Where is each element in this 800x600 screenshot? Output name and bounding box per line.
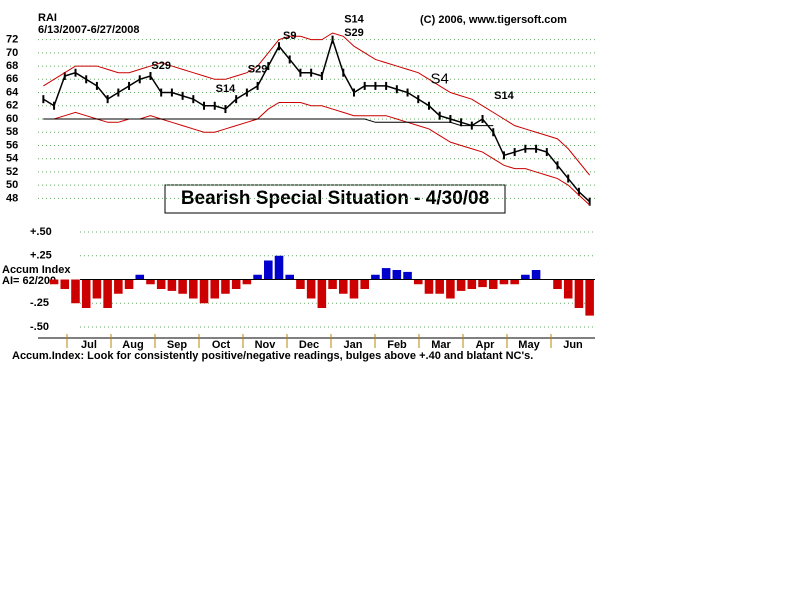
accum-bar (167, 279, 177, 291)
accum-bar (114, 279, 123, 294)
y-tick-label: 56 (6, 139, 18, 151)
accum-bar (563, 279, 573, 299)
accum-bar (553, 279, 562, 289)
accum-bar (135, 274, 145, 280)
y-tick-label: 64 (6, 86, 19, 98)
y2-tick-label: -.25 (30, 297, 49, 309)
accum-bar (531, 270, 541, 280)
accum-bar (71, 279, 80, 304)
accum-bar (446, 279, 455, 299)
price-line (42, 37, 591, 203)
accum-bar (488, 279, 498, 289)
signal-label: S29 (248, 63, 268, 75)
month-label: Aug (122, 339, 143, 351)
accum-bar (456, 279, 466, 291)
accum-bar (274, 255, 284, 280)
accum-bar (146, 279, 155, 285)
signal-label: S14 (344, 14, 364, 26)
signal-label: S9 (283, 30, 296, 42)
month-label: Jul (81, 339, 97, 351)
accum-bar (221, 279, 230, 294)
date-range: 6/13/2007-6/27/2008 (38, 24, 140, 36)
accum-bar (521, 274, 530, 280)
accum-bar (242, 279, 252, 285)
month-label: Jun (563, 339, 583, 351)
accum-bar (338, 279, 348, 294)
y2-tick-label: +.25 (30, 250, 52, 262)
signal-label: S4 (431, 70, 449, 87)
accum-bar (585, 279, 594, 316)
accum-bar (349, 279, 359, 299)
footnote: Accum.Index: Look for consistently posit… (12, 350, 533, 362)
month-label: Mar (431, 339, 451, 351)
signal-label: S14 (494, 90, 514, 102)
accum-bar (178, 279, 187, 294)
accum-bar (253, 274, 262, 280)
month-label: Oct (212, 339, 231, 351)
accum-bar (317, 279, 327, 308)
signal-label: S29 (151, 60, 171, 72)
accum-bar (49, 279, 59, 285)
accum-bar (306, 279, 316, 299)
accum-bar (467, 279, 477, 289)
accum-bar (189, 279, 198, 299)
band-line (43, 32, 591, 176)
accum-bar (413, 279, 423, 285)
month-label: Feb (387, 339, 407, 351)
band-line (43, 118, 494, 127)
y-tick-label: 52 (6, 166, 18, 178)
accum-bar (92, 279, 102, 299)
accum-bar (81, 279, 91, 308)
signal-label: S14 (216, 83, 236, 95)
accum-bar (199, 279, 209, 304)
y-tick-label: 72 (6, 34, 18, 46)
ticker: RAI (38, 12, 57, 24)
signal-label: S29 (344, 27, 364, 39)
accum-bar (574, 279, 584, 308)
y-tick-label: 58 (6, 126, 18, 138)
accum-bar (371, 274, 380, 280)
y2-tick-label: -.50 (30, 321, 49, 333)
accum-bar (285, 274, 295, 280)
month-label: May (518, 339, 540, 351)
accum-bar (403, 271, 412, 280)
y-tick-label: 54 (6, 153, 19, 165)
month-label: Sep (167, 339, 187, 351)
ai-label: AI= 62/200 (2, 275, 56, 287)
accum-bar (499, 279, 509, 285)
y-tick-label: 68 (6, 60, 18, 72)
accum-bar (478, 279, 487, 288)
y-tick-label: 60 (6, 113, 18, 125)
month-label: Apr (476, 339, 496, 351)
accum-bar (264, 260, 273, 280)
y-tick-label: 70 (6, 47, 18, 59)
y2-tick-label: +.50 (30, 226, 52, 238)
y-tick-label: 48 (6, 192, 18, 204)
month-label: Jan (344, 339, 363, 351)
accum-bar (60, 279, 70, 289)
month-label: Nov (255, 339, 277, 351)
y-tick-label: 66 (6, 73, 18, 85)
y-tick-label: 50 (6, 179, 18, 191)
accum-bar (296, 279, 305, 289)
copyright: (C) 2006, www.tigersoft.com (420, 14, 567, 26)
accum-bar (510, 279, 519, 285)
accum-bar (210, 279, 220, 299)
accum-bar (124, 279, 134, 289)
accum-title: Accum Index (2, 264, 71, 276)
accum-bar (424, 279, 434, 294)
accum-bar (435, 279, 444, 294)
accum-bar (231, 279, 241, 289)
accum-bar (381, 268, 391, 280)
accum-bar (156, 279, 166, 289)
accum-bar (103, 279, 112, 308)
headline-box (164, 184, 506, 214)
accum-bar (360, 279, 369, 289)
y-tick-label: 62 (6, 100, 18, 112)
accum-bar (392, 270, 402, 280)
accum-bar (328, 279, 337, 289)
month-label: Dec (299, 339, 319, 351)
